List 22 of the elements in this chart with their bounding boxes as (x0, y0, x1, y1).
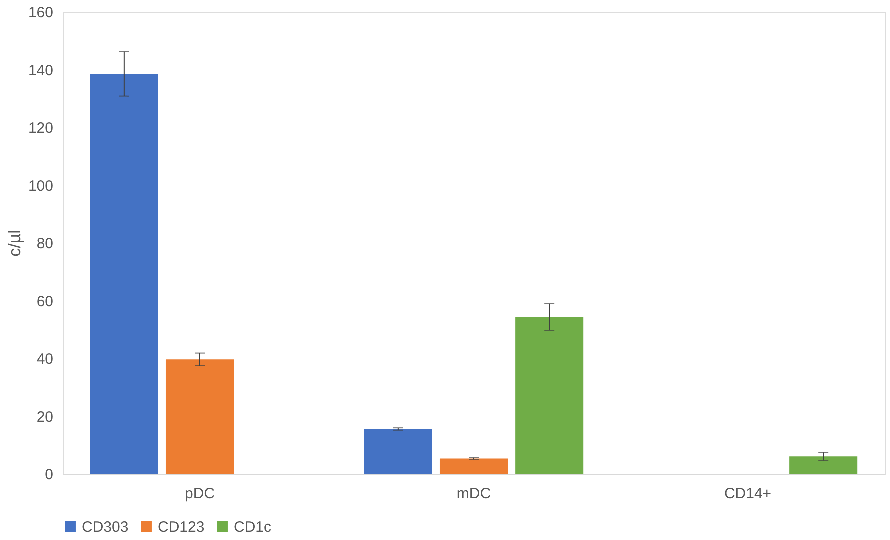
legend-label: CD1c (234, 518, 272, 536)
y-tick-label: 0 (45, 466, 54, 484)
y-axis-title: c/µl (5, 230, 24, 257)
x-tick-label: CD14+ (724, 486, 772, 502)
legend-label: CD123 (158, 518, 205, 536)
bar (166, 360, 234, 474)
bar (364, 429, 432, 474)
y-tick-label: 40 (36, 351, 54, 368)
bar (90, 74, 158, 474)
bar (440, 458, 508, 474)
x-tick-label: mDC (456, 486, 492, 502)
bar (790, 456, 858, 474)
y-tick-label: 80 (36, 236, 54, 252)
y-tick-label: 60 (36, 293, 54, 310)
bar (516, 317, 584, 474)
y-tick-label: 140 (28, 62, 54, 80)
y-tick-label: 120 (28, 120, 54, 137)
x-tick-label: pDC (184, 486, 216, 502)
y-tick-label: 20 (36, 408, 54, 426)
legend-label: CD303 (82, 518, 129, 536)
y-tick-label: 160 (28, 4, 54, 22)
y-tick-label: 100 (28, 178, 54, 195)
